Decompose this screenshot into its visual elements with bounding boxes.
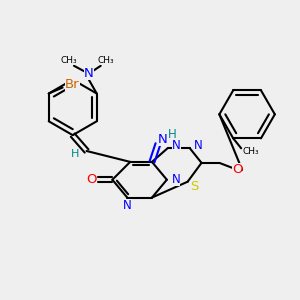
Text: N: N [171, 173, 180, 186]
Text: CH₃: CH₃ [98, 56, 114, 65]
Text: N: N [158, 133, 168, 146]
Text: CH₃: CH₃ [243, 147, 260, 156]
Text: N: N [123, 199, 132, 212]
Text: S: S [190, 180, 199, 193]
Text: Br: Br [65, 78, 80, 91]
Text: N: N [84, 67, 94, 80]
Text: N: N [172, 139, 181, 152]
Text: H: H [70, 149, 79, 159]
Text: H: H [167, 128, 176, 141]
Text: O: O [232, 163, 242, 176]
Text: N: N [194, 139, 203, 152]
Text: O: O [86, 173, 97, 186]
Text: CH₃: CH₃ [61, 56, 77, 65]
